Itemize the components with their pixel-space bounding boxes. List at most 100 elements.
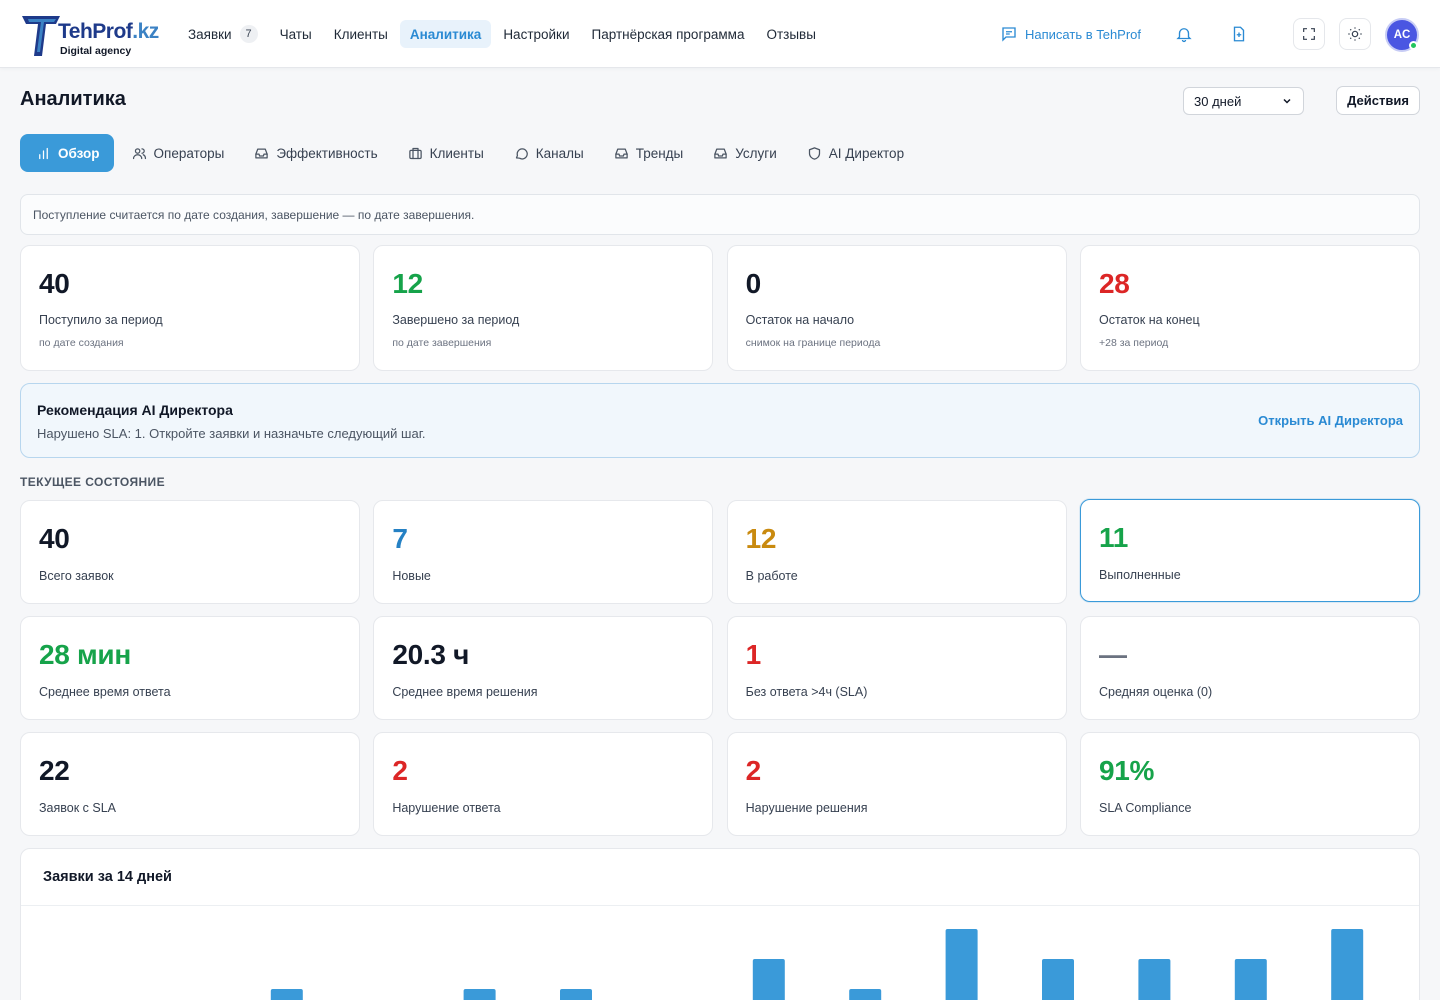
stat-label: Нарушение решения: [745, 801, 868, 815]
nav-item-partner-program[interactable]: Партнёрская программа: [582, 20, 755, 48]
stat-value: 11: [1098, 522, 1128, 553]
chart-bar[interactable]: [560, 989, 592, 1000]
stat-label: Заявок с SLA: [39, 801, 117, 815]
ai-recommendation-card: Рекомендация AI Директора Нарушено SLA: …: [20, 383, 1420, 458]
period-stat-card: 12 Завершено за период по дате завершения: [373, 245, 714, 371]
tab-label: Услуги: [735, 145, 777, 161]
tab-clients[interactable]: Клиенты: [398, 134, 496, 172]
tab-label: Каналы: [535, 145, 584, 161]
period-stat-card: 28 Остаток на конец +28 за период: [1079, 245, 1420, 371]
tab-efficiency[interactable]: Эффективность: [244, 134, 389, 172]
avatar-initials: AC: [1393, 29, 1411, 41]
requests-chart-card: Заявки за 14 дней: [20, 848, 1420, 1000]
theme-toggle-button[interactable]: [1339, 18, 1371, 50]
notifications-button[interactable]: [1168, 18, 1200, 50]
chart-divider: [21, 905, 1419, 906]
chart-bar[interactable]: [1042, 959, 1074, 1000]
stat-value: 12: [745, 523, 777, 554]
current-stat-card: 28 мин Среднее время ответа: [20, 616, 360, 720]
bar-chart-icon: [36, 146, 51, 161]
tab-ai-director[interactable]: AI Директор: [797, 134, 916, 172]
open-ai-director-link[interactable]: Открыть AI Директора: [1258, 413, 1403, 428]
nav-item-chats[interactable]: Чаты: [270, 20, 322, 48]
recommendation-title: Рекомендация AI Директора: [37, 402, 233, 418]
analytics-tabs: Обзор Операторы Эффективность Клиенты Каналы…: [20, 134, 924, 172]
chart-bar[interactable]: [270, 989, 303, 1000]
stat-value: 28 мин: [39, 639, 131, 670]
inbox-icon: [614, 146, 629, 161]
stat-value: 20.3 ч: [392, 639, 470, 670]
nav-item-label: Настройки: [503, 26, 570, 42]
stat-value: 2: [745, 755, 762, 786]
stat-label: Выполненные: [1098, 568, 1181, 582]
chart-bar[interactable]: [1138, 959, 1171, 1000]
nav-item-analytics[interactable]: Аналитика: [399, 20, 492, 48]
chart-bar[interactable]: [1234, 959, 1267, 1000]
chart-bar[interactable]: [752, 959, 785, 1000]
fullscreen-button[interactable]: [1293, 18, 1325, 50]
tab-services[interactable]: Услуги: [703, 134, 789, 172]
stat-label: SLA Compliance: [1098, 801, 1192, 815]
briefcase-icon: [408, 146, 423, 161]
stat-label: Остаток на начало: [745, 313, 855, 327]
chart-bar[interactable]: [849, 989, 882, 1000]
chart-bar[interactable]: [463, 989, 496, 1000]
tab-label: Обзор: [58, 145, 100, 161]
logo-subtitle: Digital agency: [60, 45, 132, 57]
main-nav: Заявки 7 Чаты Клиенты Аналитика Настройки Парт…: [178, 20, 828, 48]
recommendation-text: Нарушено SLA: 1. Откройте заявки и назна…: [37, 426, 426, 441]
period-stat-card: 40 Поступило за период по дате создания: [20, 245, 360, 371]
stat-label: Среднее время ответа: [39, 685, 171, 699]
current-state-title: ТЕКУЩЕЕ СОСТОЯНИЕ: [20, 475, 165, 489]
chat-bubble-icon: [514, 146, 529, 161]
new-document-button[interactable]: [1223, 18, 1255, 50]
stat-label: Остаток на конец: [1098, 313, 1200, 327]
current-stat-card: 2 Нарушение ответа: [373, 732, 714, 836]
chevron-down-icon: [1283, 98, 1291, 104]
tab-operators[interactable]: Операторы: [122, 134, 237, 172]
chart-bar[interactable]: [1331, 929, 1364, 1000]
logo-t-icon: [22, 16, 60, 56]
message-square-icon: [1002, 27, 1016, 42]
write-to-tehprof-label: Написать в TehProf: [1025, 26, 1142, 42]
online-status-dot: [1409, 41, 1418, 50]
current-stat-card: 20.3 ч Среднее время решения: [373, 616, 714, 720]
users-icon: [132, 146, 147, 161]
file-plus-icon: [1233, 26, 1245, 42]
tab-overview[interactable]: Обзор: [20, 134, 114, 172]
stat-sublabel: снимок на границе периода: [745, 337, 881, 349]
chart-bar[interactable]: [945, 929, 978, 1000]
current-stat-card: 7 Новые: [373, 500, 714, 604]
current-stat-card: 12 В работе: [726, 500, 1067, 604]
user-avatar[interactable]: AC: [1385, 18, 1419, 52]
tab-trends[interactable]: Тренды: [604, 134, 696, 172]
chart-title: Заявки за 14 дней: [43, 869, 172, 885]
current-stat-card: 22 Заявок с SLA: [20, 732, 360, 836]
current-stat-card: 1 Без ответа >4ч (SLA): [726, 616, 1067, 720]
tab-channels[interactable]: Каналы: [504, 134, 596, 172]
stat-label: Средняя оценка (0): [1098, 685, 1213, 699]
stat-value: 2: [392, 755, 408, 786]
stat-value: 91%: [1098, 755, 1155, 786]
stat-label: Нарушение ответа: [392, 801, 501, 815]
current-stat-card: 11 Выполненные: [1079, 499, 1420, 602]
nav-item-reviews[interactable]: Отзывы: [756, 20, 825, 48]
actions-button[interactable]: Действия: [1336, 86, 1420, 115]
write-to-tehprof-button[interactable]: Написать в TehProf: [1000, 22, 1141, 46]
nav-item-clients[interactable]: Клиенты: [324, 20, 398, 48]
nav-item-label: Заявки: [188, 26, 232, 42]
page-title: Аналитика: [20, 88, 126, 110]
nav-item-label: Чаты: [279, 26, 312, 42]
stat-label: Завершено за период: [392, 313, 520, 327]
logo[interactable]: TehProf.kz Digital agency: [18, 10, 168, 60]
stat-value: 40: [39, 523, 70, 554]
tab-label: AI Директор: [828, 145, 905, 161]
nav-item-requests[interactable]: Заявки 7: [178, 20, 268, 48]
stat-value: 28: [1098, 268, 1130, 299]
period-select[interactable]: 30 дней: [1183, 87, 1304, 115]
nav-item-settings[interactable]: Настройки: [493, 20, 579, 48]
stat-label: Поступило за период: [39, 313, 163, 327]
stat-label: Новые: [392, 569, 431, 583]
stat-sublabel: +28 за период: [1098, 337, 1169, 349]
shield-icon: [807, 146, 822, 161]
